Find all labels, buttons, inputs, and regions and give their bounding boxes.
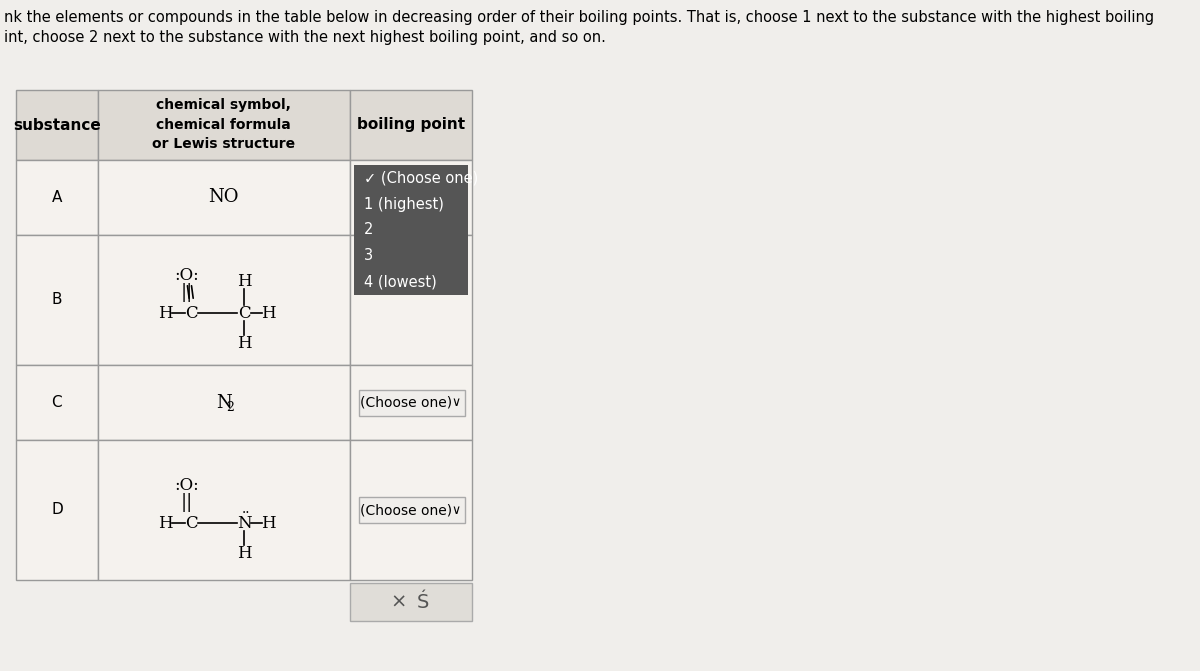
Text: boiling point: boiling point bbox=[356, 117, 464, 132]
Bar bbox=[97, 235, 349, 365]
Text: ||: || bbox=[181, 493, 193, 513]
Bar bbox=[17, 365, 97, 440]
Bar bbox=[17, 440, 97, 580]
Bar bbox=[349, 583, 472, 621]
Bar bbox=[349, 160, 472, 235]
Text: ∨: ∨ bbox=[451, 503, 460, 517]
Bar bbox=[360, 497, 466, 523]
Text: H: H bbox=[236, 335, 251, 352]
Bar bbox=[17, 160, 97, 235]
Bar bbox=[17, 90, 97, 160]
Bar bbox=[349, 365, 472, 440]
Text: chemical symbol,
chemical formula
or Lewis structure: chemical symbol, chemical formula or Lew… bbox=[152, 99, 295, 152]
Text: (Choose one): (Choose one) bbox=[360, 503, 452, 517]
Text: C: C bbox=[238, 305, 251, 321]
Text: 2: 2 bbox=[227, 401, 234, 414]
Text: N: N bbox=[236, 515, 251, 531]
Text: nk the elements or compounds in the table below in decreasing order of their boi: nk the elements or compounds in the tabl… bbox=[4, 10, 1154, 25]
Bar bbox=[97, 365, 349, 440]
Text: C: C bbox=[185, 305, 198, 321]
Text: 4 (lowest): 4 (lowest) bbox=[364, 274, 437, 289]
Bar bbox=[97, 90, 349, 160]
Text: ×: × bbox=[390, 592, 407, 611]
Text: substance: substance bbox=[13, 117, 101, 132]
Bar bbox=[349, 90, 472, 160]
Text: :O:: :O: bbox=[175, 476, 199, 493]
Bar bbox=[349, 235, 472, 365]
Text: H: H bbox=[236, 272, 251, 289]
Text: NO: NO bbox=[209, 189, 239, 207]
Text: ||: || bbox=[181, 284, 193, 303]
Text: H: H bbox=[262, 305, 276, 321]
Text: H: H bbox=[236, 544, 251, 562]
Text: A: A bbox=[52, 190, 62, 205]
Bar bbox=[354, 165, 468, 295]
Text: 1 (highest): 1 (highest) bbox=[364, 197, 444, 211]
Text: :O:: :O: bbox=[175, 266, 199, 284]
Text: H: H bbox=[157, 515, 173, 531]
Bar bbox=[349, 440, 472, 580]
Text: (Choose one): (Choose one) bbox=[360, 395, 452, 409]
Text: D: D bbox=[52, 503, 62, 517]
Text: H: H bbox=[262, 515, 276, 531]
Bar bbox=[97, 160, 349, 235]
Bar bbox=[360, 389, 466, 415]
Text: ..: .. bbox=[242, 502, 251, 516]
Text: ∨: ∨ bbox=[451, 396, 460, 409]
Text: 2: 2 bbox=[364, 223, 373, 238]
Text: Ś: Ś bbox=[416, 592, 430, 611]
Text: C: C bbox=[52, 395, 62, 410]
Text: H: H bbox=[157, 305, 173, 321]
Text: C: C bbox=[185, 515, 198, 531]
Text: int, choose 2 next to the substance with the next highest boiling point, and so : int, choose 2 next to the substance with… bbox=[4, 30, 606, 45]
Text: 3: 3 bbox=[364, 248, 373, 264]
Text: N: N bbox=[216, 393, 232, 411]
Bar bbox=[97, 440, 349, 580]
Text: B: B bbox=[52, 293, 62, 307]
Text: ✓ (Choose one): ✓ (Choose one) bbox=[364, 170, 478, 185]
Bar bbox=[17, 235, 97, 365]
